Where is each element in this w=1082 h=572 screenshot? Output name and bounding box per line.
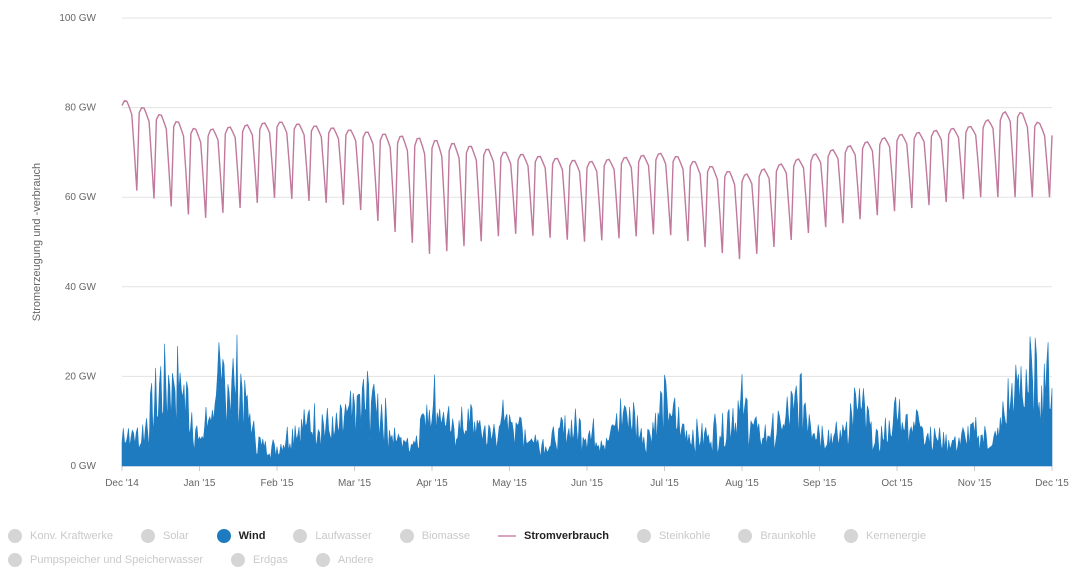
legend-item[interactable]: Biomasse xyxy=(399,529,470,543)
legend-item-label: Solar xyxy=(162,530,189,542)
legend-item[interactable]: Andere xyxy=(315,553,374,567)
legend-item-label: Braunkohle xyxy=(760,530,816,542)
legend-item[interactable]: Stromverbrauch xyxy=(497,530,609,542)
legend-item[interactable]: Braunkohle xyxy=(738,529,816,543)
x-tick-label: May '15 xyxy=(492,478,527,489)
legend-item-label: Kernenergie xyxy=(866,530,926,542)
legend-dot-icon xyxy=(844,529,858,543)
legend-item-label: Erdgas xyxy=(253,554,288,566)
legend-item[interactable]: Erdgas xyxy=(231,553,288,567)
y-tick-label: 20 GW xyxy=(65,371,97,382)
legend-row-1: Konv. Kraftwerke Solar Wind Laufwasser Bioma… xyxy=(8,524,1078,548)
legend-dot-icon xyxy=(216,529,231,543)
legend-item-label: Wind xyxy=(238,530,266,542)
y-axis-label: Stromerzeugung und -verbrauch xyxy=(31,163,43,321)
legend-line-icon xyxy=(497,535,516,537)
x-tick-label: Jul '15 xyxy=(650,478,679,489)
legend-dot-icon xyxy=(231,553,246,567)
chart-svg: 0 GW 20 GW 40 GW 60 GW 80 GW 100 GW Stromerzeu… xyxy=(31,13,1069,489)
legend-item[interactable]: Laufwasser xyxy=(293,529,372,543)
y-tick-label: 60 GW xyxy=(65,192,97,203)
y-tick-label: 80 GW xyxy=(65,103,97,114)
x-tick-label: Dec '14 xyxy=(105,478,139,489)
legend-item[interactable]: Pumpspeicher und Speicherwasser xyxy=(8,553,203,567)
chart-area: 0 GW 20 GW 40 GW 60 GW 80 GW 100 GW Stromerzeu… xyxy=(31,13,1069,489)
y-tick-label: 0 GW xyxy=(70,461,96,472)
x-tick-label: Nov '15 xyxy=(958,478,992,489)
x-tick-label: Dec '15 xyxy=(1035,478,1069,489)
x-tick-label: Jan '15 xyxy=(184,478,216,489)
x-tick-label: Aug '15 xyxy=(725,478,759,489)
y-tick-label: 100 GW xyxy=(59,13,96,24)
legend-dot-icon xyxy=(315,553,330,567)
x-tick-label: Mar '15 xyxy=(338,478,371,489)
legend-row-2: Pumpspeicher und Speicherwasser Erdgas And… xyxy=(8,548,1078,572)
legend-item-label: Andere xyxy=(337,554,374,566)
legend-dot-icon xyxy=(399,529,414,543)
x-tick-label: Jun '15 xyxy=(571,478,603,489)
legend-item-label: Pumpspeicher und Speicherwasser xyxy=(30,554,204,566)
legend-item-label: Steinkohle xyxy=(658,530,711,542)
legend-dot-icon xyxy=(636,529,651,543)
legend-dot-icon xyxy=(8,553,22,567)
y-tick-label: 40 GW xyxy=(65,282,97,293)
legend-item[interactable]: Konv. Kraftwerke xyxy=(8,529,113,543)
legend: Konv. Kraftwerke Solar Wind Laufwasser Bioma… xyxy=(8,524,1078,572)
legend-item[interactable]: Wind xyxy=(216,529,266,543)
legend-item-label: Konv. Kraftwerke xyxy=(30,530,113,542)
x-tick-label: Feb '15 xyxy=(260,478,293,489)
legend-item[interactable]: Steinkohle xyxy=(636,529,711,543)
x-tick-label: Apr '15 xyxy=(416,478,448,489)
legend-dot-icon xyxy=(8,529,22,543)
legend-item[interactable]: Solar xyxy=(140,529,189,543)
x-tick-label: Sep '15 xyxy=(803,478,837,489)
legend-item-label: Stromverbrauch xyxy=(523,530,609,542)
legend-dot-icon xyxy=(293,529,308,543)
legend-item[interactable]: Kernenergie xyxy=(844,529,926,543)
legend-dot-icon xyxy=(738,529,753,543)
legend-item-label: Biomasse xyxy=(421,530,470,542)
wind-area-series xyxy=(121,334,1053,467)
x-tick-label: Oct '15 xyxy=(881,478,913,489)
stromverbrauch-line-series xyxy=(121,99,1053,260)
legend-item-label: Laufwasser xyxy=(315,530,372,542)
legend-dot-icon xyxy=(140,529,155,543)
